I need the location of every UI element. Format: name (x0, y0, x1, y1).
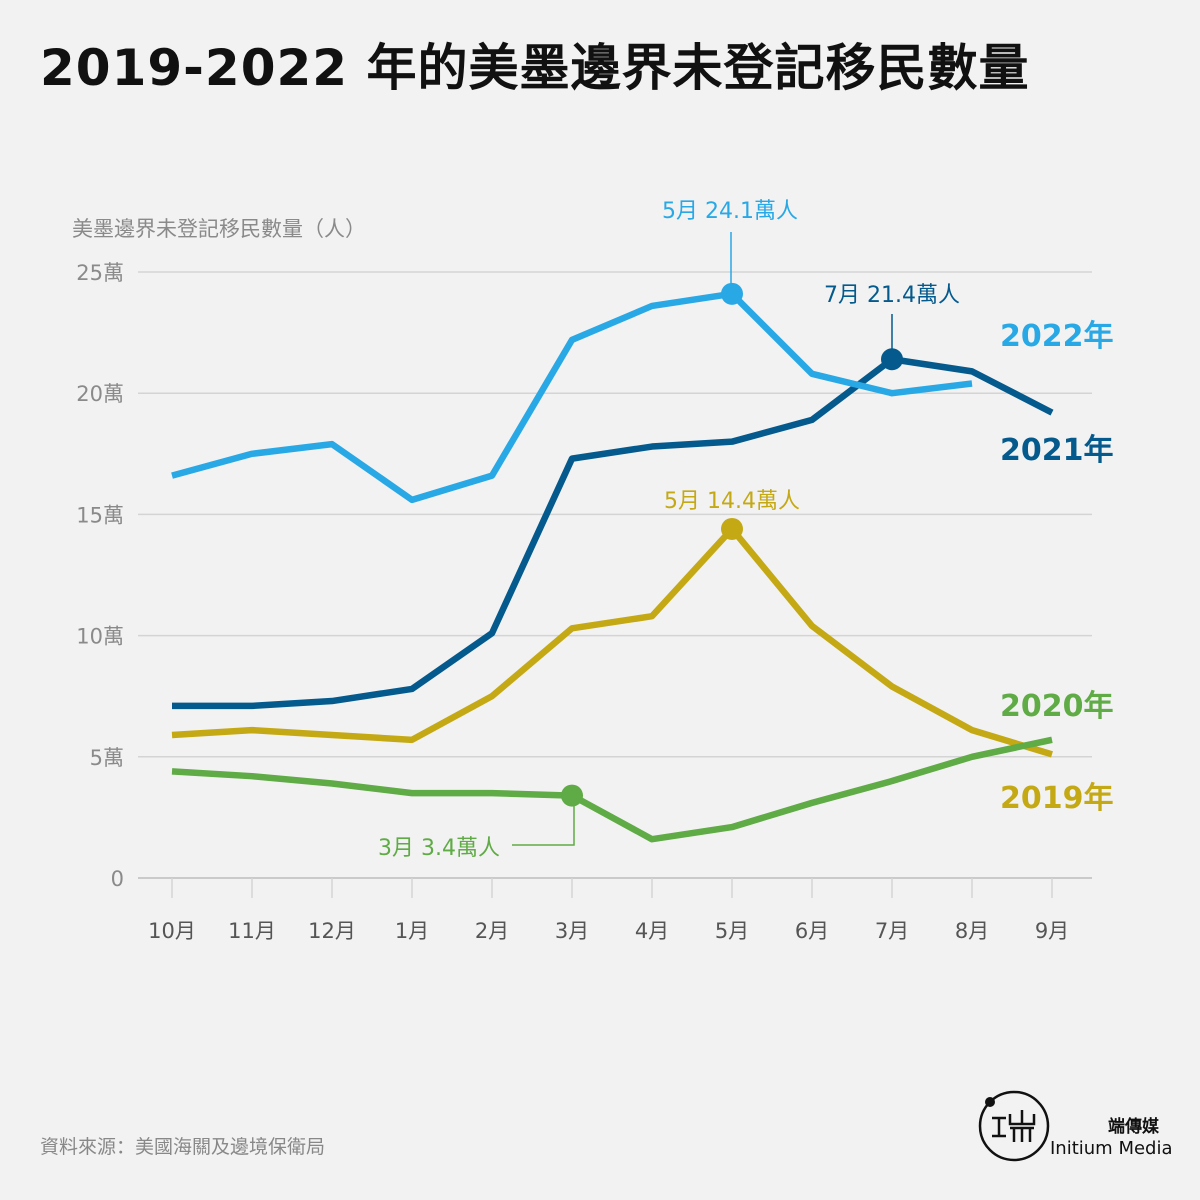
x-tick-label: 5月 (715, 919, 749, 943)
y-tick-label: 0 (111, 867, 124, 891)
annotation-dot-2020 (561, 784, 583, 807)
x-tick-label: 10月 (148, 919, 196, 943)
series-labels: 2022年 2021年 2020年 2019年 (1000, 319, 1114, 816)
y-tick-label: 25萬 (76, 261, 124, 285)
annotation-dot-2021 (881, 348, 903, 371)
annotation-label-2021: 7月 21.4萬人 (824, 283, 960, 308)
initium-logo-icon (978, 1090, 1050, 1162)
x-tick-label: 8月 (955, 919, 989, 943)
y-tick-label: 15萬 (76, 503, 124, 527)
series-label-2021: 2021年 (1000, 433, 1114, 468)
annotation-value: 3.4萬人 (421, 836, 500, 861)
annotation-dot-2022 (721, 282, 743, 305)
series-line-2019 (171, 525, 1053, 758)
y-tick-label: 10萬 (76, 625, 124, 649)
annotation-value: 24.1萬人 (705, 199, 798, 224)
annotation-leader-2020 (512, 806, 575, 846)
x-tick-label: 1月 (395, 919, 429, 943)
annotation-value: 21.4萬人 (867, 283, 960, 308)
x-tick-label: 6月 (795, 919, 829, 943)
x-tick-label: 9月 (1035, 919, 1069, 943)
brand-name-zh: 端傳媒 (1108, 1117, 1159, 1137)
series-line-2022 (171, 290, 973, 504)
y-tick-label: 5萬 (90, 746, 124, 770)
brand-name-en: Initium Media (1050, 1138, 1173, 1159)
series-line-2021 (172, 356, 1054, 710)
y-tick-label: 20萬 (76, 382, 124, 406)
x-tick-label: 11月 (228, 919, 276, 943)
x-tick-label: 3月 (555, 919, 589, 943)
series-lines (171, 290, 1054, 843)
annotation-label-2022: 5月 24.1萬人 (662, 199, 798, 224)
annotation-month: 5月 (664, 489, 707, 514)
annotations: 5月 24.1萬人 7月 21.4萬人 5月 14.4萬人 3月 3.4萬人 (378, 199, 960, 861)
x-axis-ticks: 10月 11月 12月 1月 2月 3月 4月 5月 6月 7月 8月 9月 (148, 878, 1069, 943)
series-line-2020 (171, 736, 1053, 843)
annotation-month: 3月 (378, 836, 421, 861)
annotation-dot-2019 (721, 517, 743, 540)
x-tick-label: 4月 (635, 919, 669, 943)
annotation-label-2020: 3月 3.4萬人 (378, 836, 500, 861)
source-note: 資料來源：美國海關及邊境保衛局 (40, 1136, 326, 1158)
page-title: 2019-2022 年的美墨邊界未登記移民數量 (40, 39, 1030, 97)
x-tick-label: 2月 (475, 919, 509, 943)
grid-lines (138, 271, 1092, 879)
x-tick-label: 7月 (875, 919, 909, 943)
series-label-2022: 2022年 (1000, 319, 1114, 354)
series-label-2020: 2020年 (1000, 689, 1114, 724)
annotation-label-2019: 5月 14.4萬人 (664, 489, 800, 514)
x-tick-label: 12月 (308, 919, 356, 943)
y-axis-ticks: 0 5萬 10萬 15萬 20萬 25萬 (76, 261, 124, 891)
series-label-2019: 2019年 (1000, 781, 1114, 816)
annotation-month: 7月 (824, 283, 867, 308)
annotation-value: 14.4萬人 (707, 489, 800, 514)
annotation-month: 5月 (662, 199, 705, 224)
y-axis-label: 美墨邊界未登記移民數量（人） (72, 217, 366, 241)
